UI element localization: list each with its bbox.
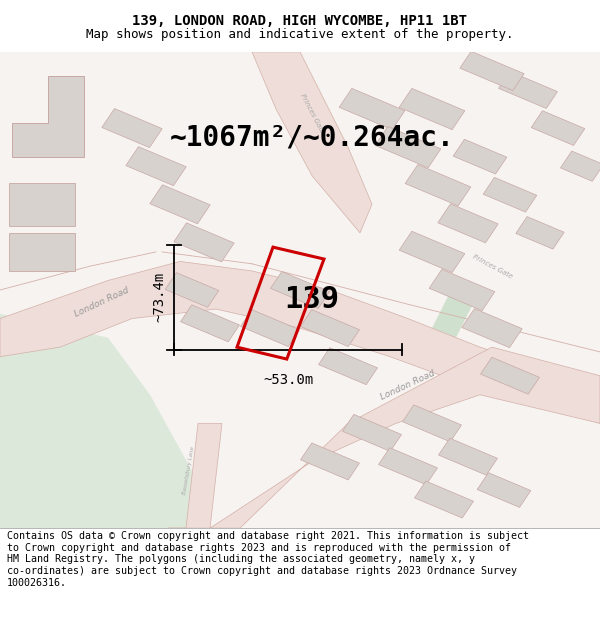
Bar	[375, 126, 441, 168]
Text: ~73.4m: ~73.4m	[152, 272, 166, 322]
Polygon shape	[12, 76, 84, 157]
Text: 139: 139	[284, 285, 340, 314]
Text: London Road: London Road	[379, 369, 437, 402]
Bar	[9, 233, 75, 271]
Bar	[241, 309, 299, 347]
Bar	[301, 309, 359, 347]
Bar	[271, 271, 329, 309]
Bar	[462, 309, 522, 348]
Bar	[339, 88, 405, 129]
Bar	[399, 88, 465, 129]
Bar	[531, 111, 585, 146]
Bar	[301, 443, 359, 480]
Bar	[429, 269, 495, 311]
Bar	[403, 405, 461, 442]
Text: Map shows position and indicative extent of the property.: Map shows position and indicative extent…	[86, 28, 514, 41]
Bar	[453, 139, 507, 174]
Bar	[181, 305, 239, 342]
Bar	[560, 151, 600, 181]
Bar	[165, 272, 219, 308]
Polygon shape	[168, 347, 600, 528]
Bar	[439, 438, 497, 475]
Bar	[483, 177, 537, 212]
Bar	[438, 204, 498, 243]
Polygon shape	[0, 261, 600, 423]
Polygon shape	[0, 314, 210, 528]
Polygon shape	[186, 423, 222, 528]
Bar	[9, 183, 75, 226]
Text: Contains OS data © Crown copyright and database right 2021. This information is : Contains OS data © Crown copyright and d…	[7, 531, 529, 588]
Bar	[499, 71, 557, 109]
Bar	[415, 481, 473, 518]
Bar	[460, 51, 524, 91]
Bar	[126, 147, 186, 186]
Bar	[174, 223, 234, 262]
Text: Princes Gate: Princes Gate	[299, 93, 325, 135]
Bar	[379, 448, 437, 484]
Text: Bassetsbury Lane: Bassetsbury Lane	[182, 446, 196, 496]
Bar	[516, 217, 564, 249]
Bar	[150, 185, 210, 224]
Polygon shape	[252, 52, 372, 233]
Text: ~53.0m: ~53.0m	[263, 374, 313, 388]
Bar	[405, 164, 471, 206]
Text: London Road: London Road	[73, 286, 131, 319]
Bar	[477, 472, 531, 508]
Bar	[399, 231, 465, 272]
Bar	[319, 348, 377, 384]
Text: ~1067m²/~0.264ac.: ~1067m²/~0.264ac.	[170, 124, 454, 152]
Bar	[102, 109, 162, 148]
Text: 139, LONDON ROAD, HIGH WYCOMBE, HP11 1BT: 139, LONDON ROAD, HIGH WYCOMBE, HP11 1BT	[133, 14, 467, 28]
Bar	[343, 414, 401, 451]
Polygon shape	[432, 281, 480, 338]
Text: Princes Gate: Princes Gate	[471, 253, 513, 279]
Bar	[481, 357, 539, 394]
